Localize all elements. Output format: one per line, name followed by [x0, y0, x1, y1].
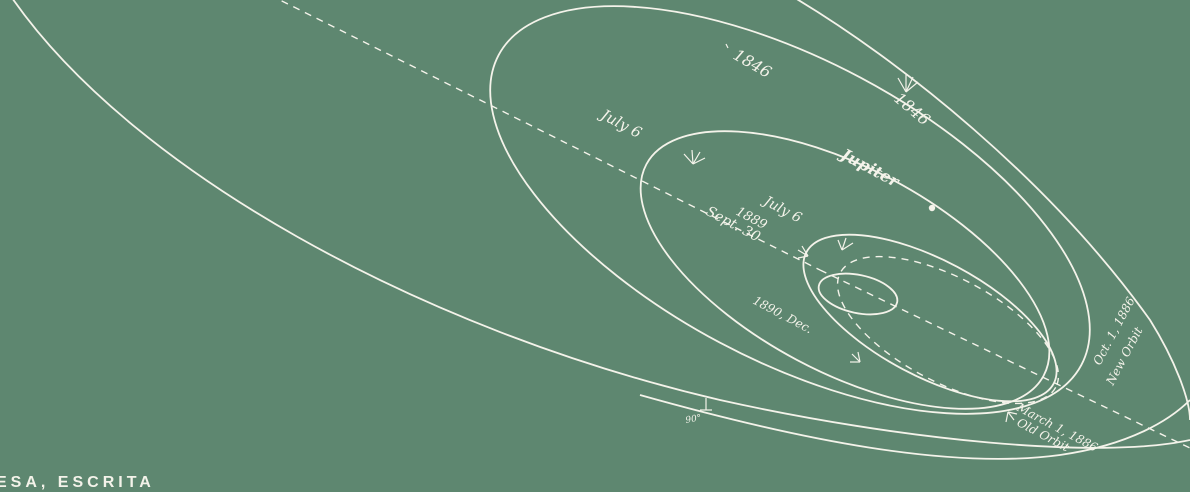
outer-orbit — [12, 0, 1190, 449]
label-july6-upper: July 6 — [595, 104, 645, 142]
bottom-caption: ESA, ESCRITA — [0, 474, 155, 491]
tuft-1846-right — [897, 74, 919, 93]
label-dec1890: 1890, Dec. — [751, 293, 815, 336]
upper-crossing-orbit — [796, 0, 1190, 421]
label-1846-right: 1846 — [890, 89, 933, 130]
tuft-sept30 — [797, 245, 809, 259]
apsides-line-lower — [819, 269, 1190, 449]
large-ellipse-orbit — [489, 5, 1091, 415]
tick-90deg — [700, 398, 712, 411]
label-90deg: 90° — [685, 413, 702, 426]
new-orbit — [802, 233, 1058, 403]
apsides-line-upper — [278, 0, 821, 271]
lower-long-orbit — [639, 394, 1190, 460]
tuft-dec1890 — [850, 351, 861, 363]
tuft-july6-left — [683, 149, 706, 165]
jupiter-dot — [928, 204, 936, 212]
old-orbit-dashed — [836, 255, 1060, 405]
label-1846-upper: 1846 — [730, 45, 775, 82]
label-jupiter: Jupiter — [835, 143, 903, 191]
jupiter-orbit — [639, 130, 1051, 410]
tick-1846-upper — [725, 43, 729, 49]
tuft-july6-inner — [837, 237, 854, 251]
tuft-march — [1005, 411, 1018, 423]
inner-small-orbit — [817, 272, 899, 316]
